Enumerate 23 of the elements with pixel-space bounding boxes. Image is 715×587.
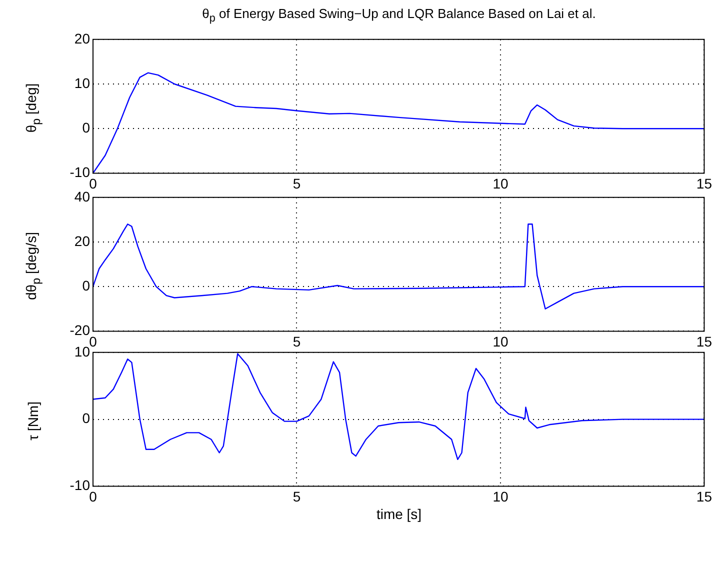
y-tick-label: 0 [82, 277, 90, 294]
y-tick-label: 20 [74, 30, 90, 46]
x-tick-label: 5 [292, 488, 301, 504]
y-tick-label: 10 [74, 343, 90, 360]
x-tick-label: 10 [492, 175, 508, 192]
chart-title: θ$_{p}$ of Energy Based Swing−Up and LQR Balance Based on Lai et al. [201, 6, 597, 25]
y-tick-label: -20 [70, 322, 90, 338]
y-tick-label: 20 [74, 232, 90, 249]
y-tick-label: -10 [70, 164, 90, 180]
y-tick-label: -10 [70, 477, 90, 494]
x-tick-label: 5 [292, 333, 301, 350]
x-tick-label: 10 [492, 488, 508, 504]
x-axis-title: time [s] [375, 506, 423, 522]
y-tick-label: 10 [74, 74, 90, 91]
x-tick-label: 15 [696, 488, 712, 504]
y-tick-label: 0 [82, 410, 90, 426]
y-tick-label: 0 [82, 119, 90, 136]
y-axis-title: τ [Nm] [25, 402, 41, 440]
x-tick-label: 15 [696, 175, 712, 192]
x-tick-label: 15 [696, 333, 712, 350]
x-tick-label: 5 [292, 175, 301, 192]
y-tick-label: 40 [74, 188, 90, 204]
x-tick-label: 10 [492, 333, 508, 350]
